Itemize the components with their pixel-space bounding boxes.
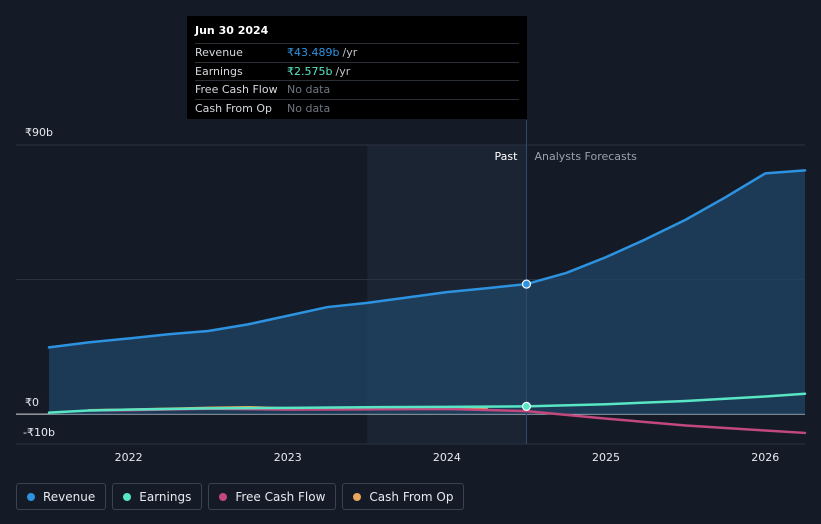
legend-label: Earnings [139,489,192,504]
tooltip-value: No data [287,83,331,97]
legend-item-free-cash-flow[interactable]: Free Cash Flow [208,483,337,510]
tooltip-label: Earnings [195,64,243,78]
data-point-revenue [521,279,532,289]
tooltip-value: ₹2.575b [287,64,333,78]
series-line-revenue [47,169,807,349]
forecast-label: Analysts Forecasts [534,150,637,163]
legend-item-cash-from-op[interactable]: Cash From Op [342,483,465,510]
x-tick-label: 2022 [115,451,143,464]
legend-item-revenue[interactable]: Revenue [16,483,107,510]
tooltip-date: Jun 30 2024 [195,24,269,37]
data-point-earnings [521,401,532,412]
legend-dot-icon [123,492,132,501]
legend-dot-icon [27,492,35,501]
x-tick-label: 2025 [592,451,620,464]
x-tick-label: 2024 [433,451,461,464]
past-label: Past [495,150,519,163]
y-tick-label: ₹0 [25,396,39,409]
legend-item-earnings[interactable]: Earnings [112,483,203,510]
tooltip-row-revenue: Revenue ₹43.489b /yr [195,43,519,62]
tooltip-row-free-cash-flow: Free Cash Flow No data [195,80,519,99]
x-tick-label: 2023 [274,451,302,464]
tooltip-row-cash-from-op: Cash From Op No data [195,98,519,118]
tooltip-label: Cash From Op [195,101,273,115]
tooltip-value: No data [287,101,331,115]
x-tick-label: 2026 [751,451,779,464]
tooltip-row-earnings: Earnings ₹2.575b /yr [195,61,519,81]
revenue-area [49,170,805,415]
data-tooltip: Jun 30 2024 Revenue ₹43.489b /yr Earning… [187,16,527,119]
series-line-earnings [47,392,807,414]
chart-legend: Revenue Earnings Free Cash Flow Cash Fro… [16,483,465,512]
tooltip-value: ₹43.489b [287,46,340,60]
legend-label: Cash From Op [369,489,454,504]
legend-label: Free Cash Flow [235,489,326,504]
tooltip-unit: /yr [342,46,358,60]
tooltip-label: Free Cash Flow [195,83,278,97]
legend-label: Revenue [43,489,96,504]
tooltip-unit: /yr [335,64,351,78]
tooltip-label: Revenue [195,46,243,60]
y-tick-label: -₹10b [23,426,55,439]
legend-dot-icon [353,492,362,501]
y-tick-label: ₹90b [25,126,53,139]
legend-dot-icon [219,492,228,501]
